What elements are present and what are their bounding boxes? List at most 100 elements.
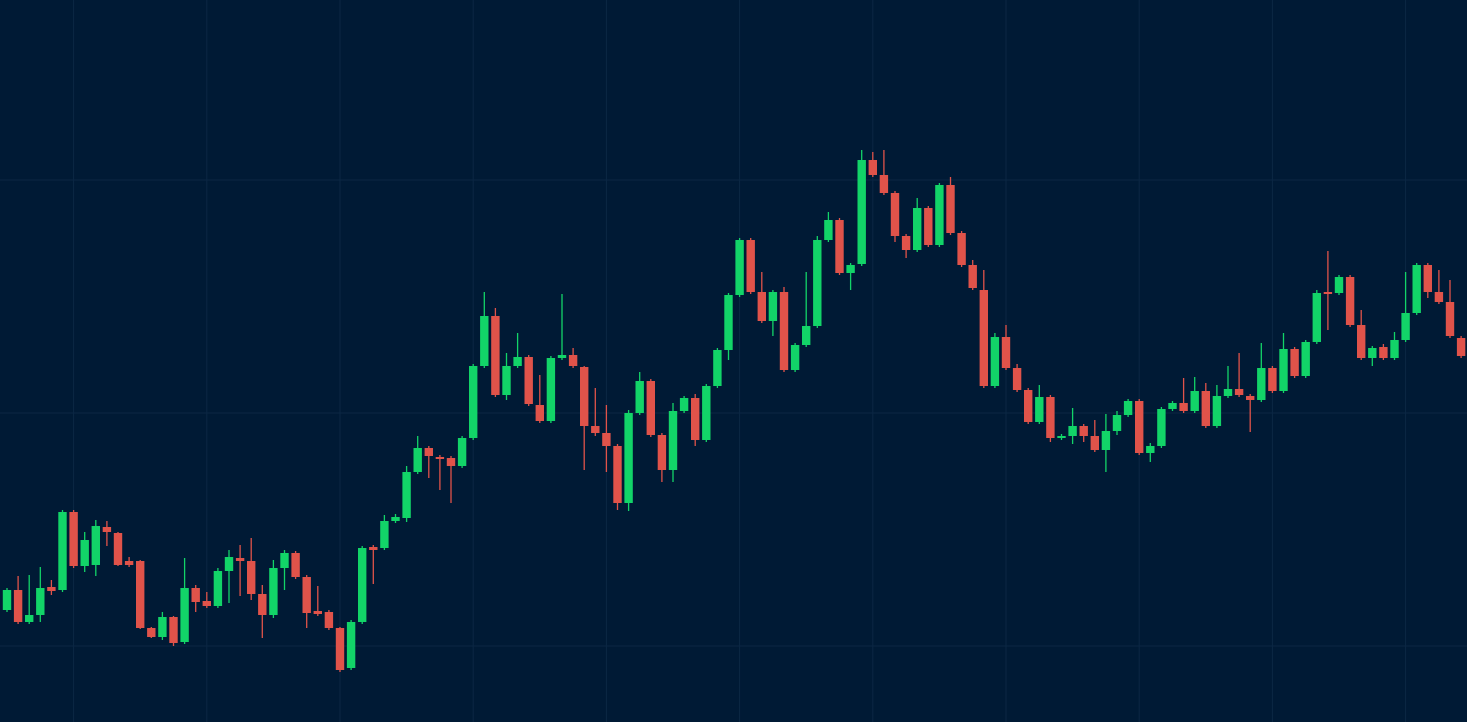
candle-body	[324, 612, 334, 628]
candle-body	[1290, 349, 1299, 376]
candle-body	[25, 615, 34, 622]
candle-body	[890, 193, 900, 236]
candle-body	[1090, 436, 1099, 450]
candle-body	[624, 413, 633, 503]
candle-body	[235, 558, 245, 561]
candle-body	[402, 472, 411, 518]
candle-body	[879, 175, 889, 193]
candle-body	[835, 220, 844, 273]
candle-body	[180, 588, 189, 642]
candle-body	[802, 326, 811, 345]
candle-body	[113, 533, 123, 565]
candle-body	[346, 622, 356, 668]
candle-body	[557, 355, 567, 358]
candle-body	[990, 337, 1000, 386]
candle-body	[901, 236, 911, 250]
candle-body	[391, 517, 400, 521]
candle-body	[191, 588, 200, 602]
candle-body	[1379, 347, 1388, 358]
candle-body	[1123, 401, 1133, 415]
candle-body	[124, 561, 134, 565]
candle-body	[913, 208, 922, 250]
candle-body	[102, 527, 112, 532]
candle-body	[58, 512, 67, 590]
candle-body	[668, 411, 678, 470]
candle-body	[291, 553, 300, 577]
candle-body	[757, 292, 766, 321]
candle-body	[313, 611, 322, 614]
candle-body	[1035, 397, 1044, 422]
candle-body	[258, 594, 267, 615]
candle-body	[735, 240, 744, 295]
candle-body	[369, 547, 378, 550]
candle-body	[868, 160, 877, 175]
candle-body	[1212, 396, 1222, 426]
candle-body	[957, 233, 966, 265]
candle-body	[413, 448, 422, 472]
candle-body	[857, 160, 866, 264]
candle-body	[1179, 403, 1188, 411]
candle-body	[691, 398, 700, 440]
candle-body	[469, 366, 478, 438]
candle-body	[924, 208, 933, 245]
candle-body	[646, 381, 655, 435]
candle-body	[1268, 368, 1277, 391]
candle-body	[1146, 446, 1155, 453]
candle-body	[202, 601, 211, 606]
candle-body	[580, 367, 589, 426]
candle-body	[1257, 368, 1266, 400]
candle-body	[1001, 337, 1011, 368]
candle-body	[524, 357, 533, 404]
candle-body	[147, 628, 156, 637]
candle-body	[1334, 277, 1344, 293]
candle-body	[1445, 302, 1455, 336]
candle-body	[535, 405, 544, 421]
candle-body	[1345, 277, 1355, 325]
candle-body	[224, 557, 234, 571]
candle-body	[1456, 338, 1466, 356]
candle-body	[1057, 436, 1066, 438]
candle-body	[2, 590, 12, 610]
candle-body	[1068, 426, 1077, 436]
candle-body	[746, 240, 755, 292]
candle-body	[1201, 391, 1210, 426]
candle-body	[1024, 390, 1033, 422]
candle-body	[1168, 403, 1177, 409]
candle-body	[491, 316, 500, 395]
candle-body	[1279, 349, 1288, 391]
candle-body	[13, 590, 23, 622]
candle-body	[779, 292, 789, 370]
candle-body	[546, 358, 556, 421]
candle-body	[1412, 265, 1421, 313]
candle-body	[1301, 342, 1310, 376]
candle-body	[358, 548, 367, 622]
candle-body	[568, 355, 578, 366]
candle-body	[480, 316, 489, 366]
candle-body	[36, 588, 45, 615]
candle-body	[635, 381, 644, 413]
candle-body	[446, 458, 456, 466]
candle-body	[613, 446, 622, 503]
candle-body	[1012, 368, 1022, 390]
candle-body	[269, 568, 278, 615]
candle-body	[213, 571, 223, 606]
candle-body	[91, 526, 100, 565]
candle-body	[136, 561, 145, 628]
candle-body	[435, 457, 445, 459]
candle-body	[1401, 313, 1410, 340]
candle-body	[380, 521, 389, 548]
candle-body	[790, 345, 800, 370]
candle-body	[1190, 391, 1199, 411]
candle-body	[1357, 325, 1366, 358]
candle-body	[1079, 426, 1088, 436]
candle-body	[1323, 292, 1333, 294]
candle-body	[302, 577, 311, 613]
candle-body	[1046, 397, 1055, 438]
candle-body	[591, 426, 600, 433]
candle-body	[1246, 396, 1255, 400]
candle-body	[280, 553, 289, 568]
candle-body	[768, 292, 778, 321]
candle-body	[979, 290, 988, 386]
candle-body	[1423, 265, 1432, 292]
